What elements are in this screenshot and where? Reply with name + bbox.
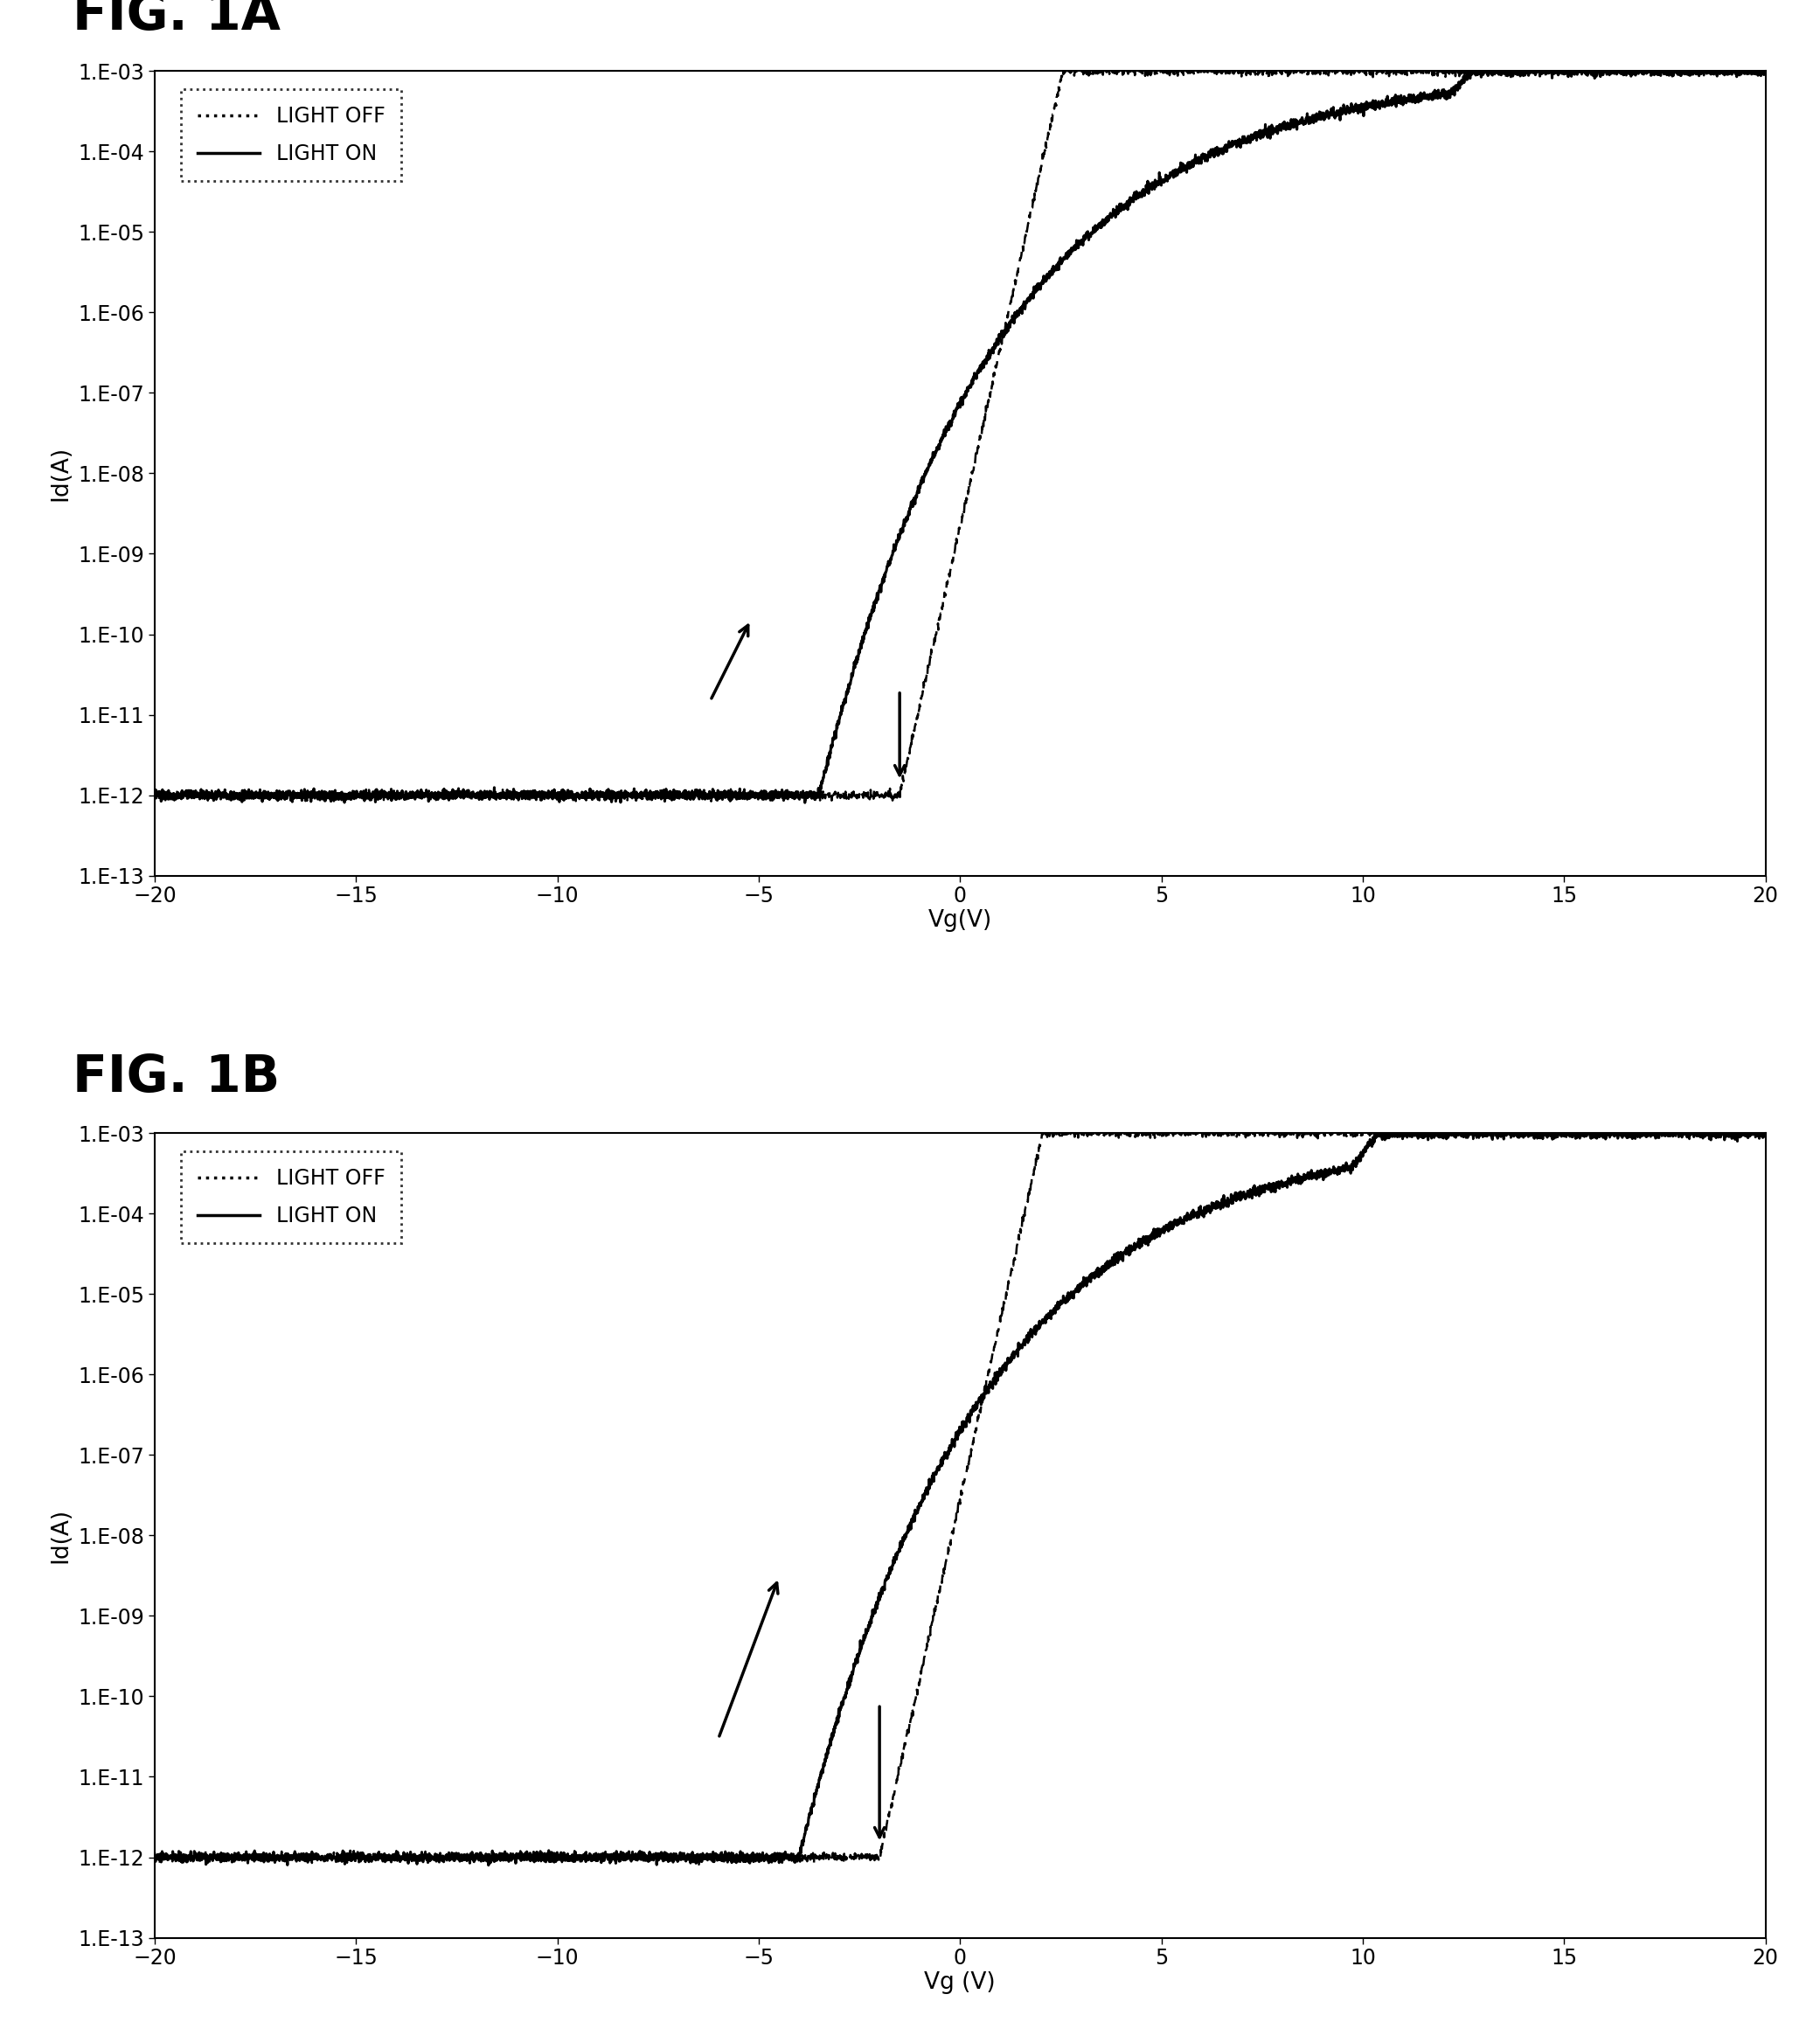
Line: LIGHT OFF: LIGHT OFF bbox=[155, 71, 1765, 801]
Legend: LIGHT OFF, LIGHT ON: LIGHT OFF, LIGHT ON bbox=[182, 1152, 402, 1244]
LIGHT OFF bbox=[1469, 61, 1491, 85]
LIGHT ON bbox=[1754, 59, 1776, 83]
LIGHT ON bbox=[759, 1848, 781, 1873]
LIGHT ON bbox=[1469, 61, 1491, 85]
LIGHT OFF bbox=[1754, 1120, 1776, 1144]
LIGHT ON bbox=[1367, 1120, 1389, 1144]
LIGHT OFF bbox=[1347, 1124, 1369, 1148]
LIGHT OFF bbox=[437, 783, 459, 808]
LIGHT ON bbox=[1347, 1150, 1369, 1175]
LIGHT ON bbox=[144, 1842, 166, 1867]
Text: FIG. 1B: FIG. 1B bbox=[73, 1053, 280, 1102]
Line: LIGHT ON: LIGHT ON bbox=[155, 1132, 1765, 1865]
LIGHT OFF bbox=[144, 783, 166, 808]
LIGHT ON bbox=[1754, 1120, 1776, 1144]
LIGHT OFF bbox=[701, 789, 723, 814]
LIGHT ON bbox=[437, 1844, 459, 1869]
Y-axis label: Id(A): Id(A) bbox=[49, 446, 71, 501]
LIGHT ON bbox=[759, 779, 781, 803]
LIGHT OFF bbox=[1110, 59, 1132, 83]
LIGHT OFF bbox=[688, 1852, 710, 1877]
LIGHT OFF bbox=[1032, 1120, 1054, 1144]
Line: LIGHT OFF: LIGHT OFF bbox=[155, 1132, 1765, 1865]
LIGHT ON bbox=[1469, 1122, 1491, 1146]
LIGHT OFF bbox=[1192, 59, 1214, 83]
LIGHT OFF bbox=[144, 1844, 166, 1869]
X-axis label: Vg(V): Vg(V) bbox=[928, 909, 992, 931]
LIGHT OFF bbox=[759, 1850, 781, 1875]
LIGHT OFF bbox=[1754, 59, 1776, 83]
LIGHT OFF bbox=[1347, 59, 1369, 83]
LIGHT OFF bbox=[759, 781, 781, 806]
X-axis label: Vg (V): Vg (V) bbox=[925, 1972, 996, 1995]
Line: LIGHT ON: LIGHT ON bbox=[155, 71, 1765, 803]
LIGHT ON bbox=[1192, 1203, 1214, 1228]
LIGHT ON bbox=[1110, 197, 1132, 221]
LIGHT OFF bbox=[437, 1846, 459, 1871]
LIGHT OFF bbox=[1469, 1122, 1491, 1146]
LIGHT ON bbox=[1110, 1240, 1132, 1264]
LIGHT ON bbox=[794, 791, 815, 816]
LIGHT ON bbox=[477, 1852, 499, 1877]
LIGHT ON bbox=[144, 779, 166, 803]
Text: FIG. 1A: FIG. 1A bbox=[73, 0, 280, 41]
LIGHT ON bbox=[1460, 59, 1481, 83]
LIGHT OFF bbox=[1192, 1124, 1214, 1148]
Y-axis label: Id(A): Id(A) bbox=[49, 1508, 71, 1562]
LIGHT ON bbox=[1192, 146, 1214, 170]
LIGHT OFF bbox=[1110, 1122, 1132, 1146]
LIGHT ON bbox=[1347, 95, 1369, 120]
LIGHT OFF bbox=[1052, 59, 1074, 83]
LIGHT ON bbox=[437, 781, 459, 806]
Legend: LIGHT OFF, LIGHT ON: LIGHT OFF, LIGHT ON bbox=[182, 89, 402, 181]
